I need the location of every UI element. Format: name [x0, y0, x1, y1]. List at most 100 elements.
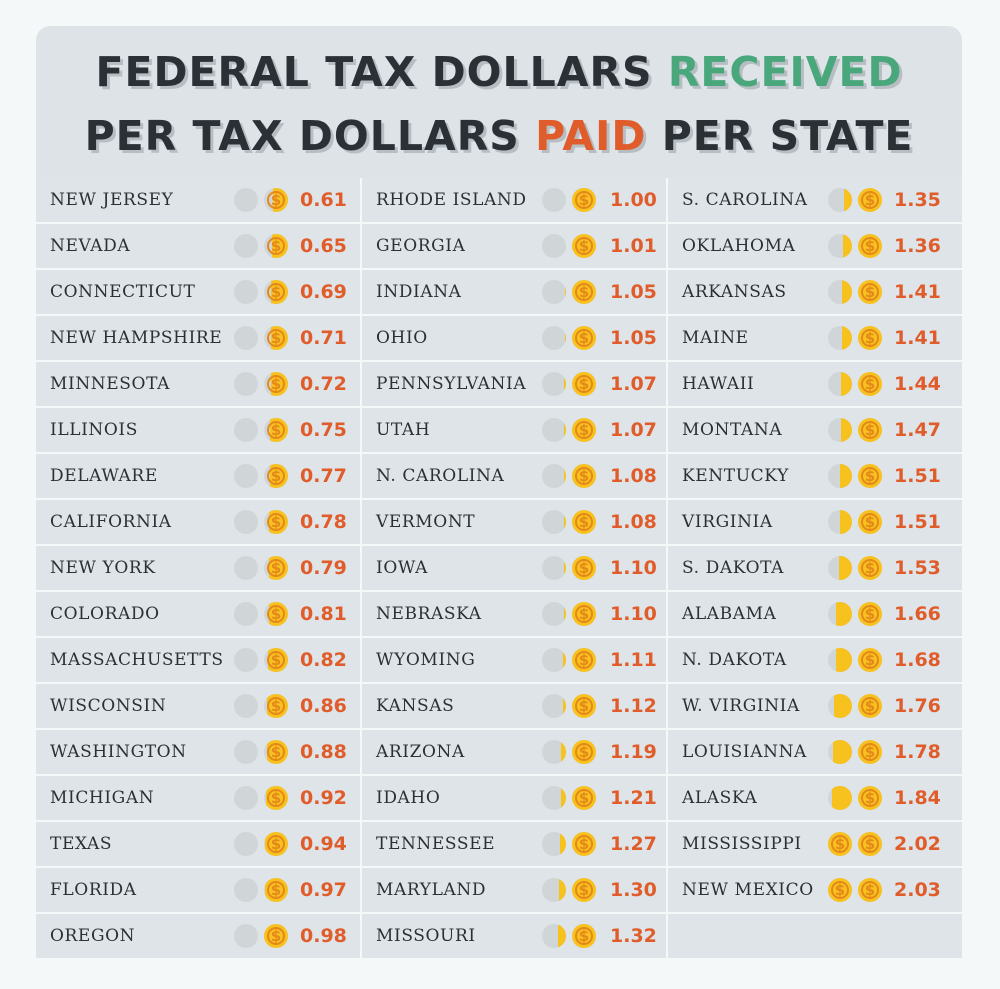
dollar-sign: $ — [858, 510, 882, 534]
ratio-value: 0.92 — [300, 787, 347, 809]
dollar-sign: $ — [858, 786, 882, 810]
ratio-value: 0.86 — [300, 695, 347, 717]
ratio-value: 1.78 — [894, 741, 941, 763]
coin-icon: $ — [264, 464, 288, 488]
table-row: HAWAII $1.44 — [668, 362, 962, 406]
coin-icon — [828, 280, 852, 304]
table-row: VERMONT $1.08 — [362, 500, 666, 544]
coin-icon — [542, 694, 566, 718]
table-row: ARIZONA $1.19 — [362, 730, 666, 774]
coin-fill — [833, 740, 852, 764]
table-column: NEW JERSEY $0.61 NEVADA $0.65 CONNECTICUT $0.… — [36, 178, 360, 970]
ratio-value: 1.30 — [610, 879, 657, 901]
state-name: IOWA — [376, 558, 428, 578]
state-name: COLORADO — [50, 604, 160, 624]
coin-fill — [840, 418, 852, 442]
coin-icon: $ — [572, 602, 596, 626]
dollar-sign: $ — [264, 188, 288, 212]
title-line-1-text: FEDERAL TAX DOLLARS — [95, 48, 668, 96]
ratio-value: 0.88 — [300, 741, 347, 763]
dollar-sign: $ — [828, 832, 852, 856]
ratio-value: 1.66 — [894, 603, 941, 625]
table-row: TENNESSEE $1.27 — [362, 822, 666, 866]
coin-icon — [542, 280, 566, 304]
state-name: W. VIRGINIA — [682, 696, 800, 716]
table-row: INDIANA $1.05 — [362, 270, 666, 314]
coin-icon — [234, 832, 258, 856]
coin-icon — [234, 372, 258, 396]
table-row: NEW YORK $0.79 — [36, 546, 360, 590]
table-row: LOUISIANNA $1.78 — [668, 730, 962, 774]
coin-icon: $ — [264, 786, 288, 810]
ratio-value: 1.35 — [894, 189, 941, 211]
ratio-value: 1.01 — [610, 235, 657, 257]
infographic-card: FEDERAL TAX DOLLARS RECEIVED PER TAX DOL… — [36, 26, 962, 970]
coin-icon — [828, 786, 852, 810]
dollar-sign: $ — [572, 648, 596, 672]
coin-icon: $ — [858, 510, 882, 534]
coin-icon — [234, 648, 258, 672]
title-line-2-suffix: PER STATE — [646, 112, 914, 160]
ratio-value: 1.05 — [610, 327, 657, 349]
table-column: RHODE ISLAND $1.00 GEORGIA $1.01 INDIANA $1.0… — [362, 178, 666, 970]
dollar-sign: $ — [828, 878, 852, 902]
dollar-sign: $ — [264, 326, 288, 350]
ratio-value: 1.51 — [894, 465, 941, 487]
coin-icon: $ — [572, 372, 596, 396]
ratio-value: 1.10 — [610, 557, 657, 579]
coin-icon — [542, 648, 566, 672]
table-row: W. VIRGINIA $1.76 — [668, 684, 962, 728]
coin-icon: $ — [264, 234, 288, 258]
title-line-1: FEDERAL TAX DOLLARS RECEIVED — [36, 48, 962, 96]
table-row: ARKANSAS $1.41 — [668, 270, 962, 314]
state-name: MASSACHUSETTS — [50, 650, 224, 670]
state-name: MINNESOTA — [50, 374, 170, 394]
coin-icon — [542, 740, 566, 764]
ratio-value: 0.69 — [300, 281, 347, 303]
coin-icon: $ — [858, 740, 882, 764]
ratio-value: 1.76 — [894, 695, 941, 717]
dollar-sign: $ — [572, 418, 596, 442]
state-name: S. DAKOTA — [682, 558, 785, 578]
ratio-value: 1.21 — [610, 787, 657, 809]
table-row: MONTANA $1.47 — [668, 408, 962, 452]
state-name: NEW JERSEY — [50, 190, 174, 210]
coin-icon — [828, 602, 852, 626]
ratio-value: 1.41 — [894, 327, 941, 349]
coin-icon: $ — [264, 924, 288, 948]
table-row: FLORIDA $0.97 — [36, 868, 360, 912]
state-name: NEVADA — [50, 236, 131, 256]
table-row: VIRGINIA $1.51 — [668, 500, 962, 544]
coin-icon — [234, 280, 258, 304]
coin-icon — [828, 648, 852, 672]
coin-icon: $ — [264, 648, 288, 672]
dollar-sign: $ — [264, 694, 288, 718]
coin-icon: $ — [858, 648, 882, 672]
state-name: N. CAROLINA — [376, 466, 505, 486]
state-name: RHODE ISLAND — [376, 190, 527, 210]
coin-icon — [828, 234, 852, 258]
dollar-sign: $ — [264, 372, 288, 396]
table-row: COLORADO $0.81 — [36, 592, 360, 636]
coin-fill — [839, 556, 852, 580]
state-name: MICHIGAN — [50, 788, 155, 808]
ratio-value: 1.41 — [894, 281, 941, 303]
state-name: TEXAS — [50, 834, 113, 854]
state-name: ALASKA — [682, 788, 758, 808]
table-row: RHODE ISLAND $1.00 — [362, 178, 666, 222]
coin-fill — [564, 280, 566, 304]
dollar-sign: $ — [858, 326, 882, 350]
table-row: WASHINGTON $0.88 — [36, 730, 360, 774]
coin-icon: $ — [264, 740, 288, 764]
coin-icon: $ — [858, 188, 882, 212]
coin-fill — [842, 326, 852, 350]
ratio-value: 0.72 — [300, 373, 347, 395]
state-name: VIRGINIA — [682, 512, 773, 532]
ratio-value: 1.11 — [610, 649, 657, 671]
table-row: DELAWARE $0.77 — [36, 454, 360, 498]
table-row: N. DAKOTA $1.68 — [668, 638, 962, 682]
coin-icon: $ — [572, 556, 596, 580]
coin-icon: $ — [264, 326, 288, 350]
dollar-sign: $ — [858, 648, 882, 672]
dollar-sign: $ — [858, 740, 882, 764]
